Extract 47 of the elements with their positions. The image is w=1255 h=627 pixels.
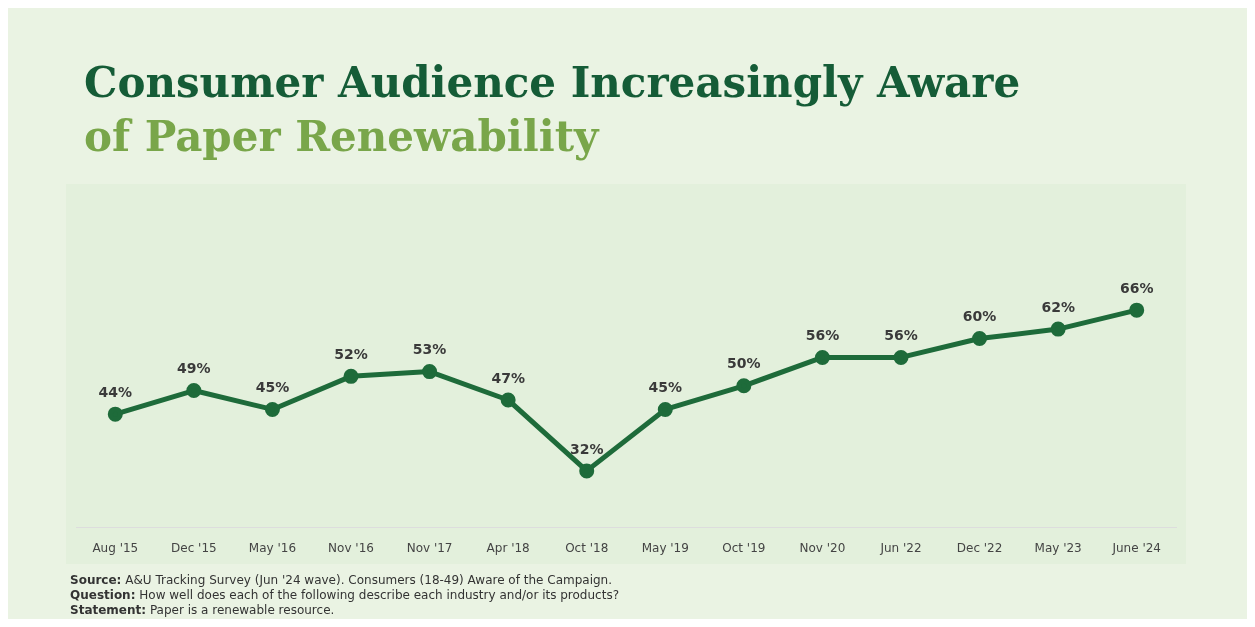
point — [1050, 321, 1066, 337]
x-tick-label: Oct '19 — [722, 540, 766, 555]
data-label: 32% — [569, 440, 604, 457]
data-label: 44% — [98, 383, 133, 400]
data-label: 47% — [491, 369, 525, 386]
x-tick-label: May '23 — [1034, 540, 1082, 555]
point — [186, 383, 202, 399]
data-label: 45% — [255, 379, 290, 396]
x-tick-label: May '19 — [641, 540, 689, 555]
x-tick-label: Nov '16 — [328, 540, 374, 555]
data-label: 66% — [1119, 279, 1154, 296]
data-label: 52% — [334, 345, 368, 362]
x-tick-label: Nov '17 — [406, 540, 453, 555]
x-tick-label: May '16 — [248, 540, 297, 555]
x-tick-label: Apr '18 — [486, 540, 530, 555]
data-label: 45% — [648, 379, 683, 396]
source-note: Source: A&U Tracking Survey (Jun '24 wave). Consumers (18-49) Aware of the Campaign. — [70, 573, 613, 587]
text: Statement: Paper is a renewable resource. — [70, 603, 335, 617]
data-label: 53% — [412, 341, 447, 358]
text: Question: How well does each of the following describe each industry and/or its products? — [70, 588, 620, 602]
data-label: 49% — [177, 360, 211, 377]
data-label: 62% — [1041, 298, 1075, 315]
point — [736, 378, 752, 394]
point — [500, 392, 516, 408]
point — [972, 331, 988, 347]
x-tick-label: Nov '20 — [799, 540, 846, 555]
x-tick-label: June '24 — [1111, 540, 1161, 555]
point — [579, 463, 595, 479]
point — [893, 349, 909, 365]
x-tick-label: Oct '18 — [565, 540, 609, 555]
data-label: 50% — [727, 355, 761, 372]
point — [343, 368, 359, 384]
x-tick-label: Aug '15 — [92, 540, 139, 555]
point — [657, 401, 673, 417]
x-tick-label: Dec '15 — [171, 540, 217, 555]
x-tick-label: Dec '22 — [956, 540, 1003, 555]
chart-subtitle: of Paper Renewability — [84, 111, 601, 163]
point — [422, 364, 438, 380]
data-label: 56% — [805, 327, 840, 344]
data-label: 56% — [884, 327, 918, 344]
point — [107, 406, 123, 422]
point — [814, 349, 830, 365]
chart-title: Consumer Audience Increasingly Aware — [84, 57, 1021, 109]
x-tick-label: Jun '22 — [879, 540, 922, 555]
data-label: 60% — [962, 308, 997, 325]
point — [264, 401, 280, 417]
point — [1129, 302, 1145, 318]
